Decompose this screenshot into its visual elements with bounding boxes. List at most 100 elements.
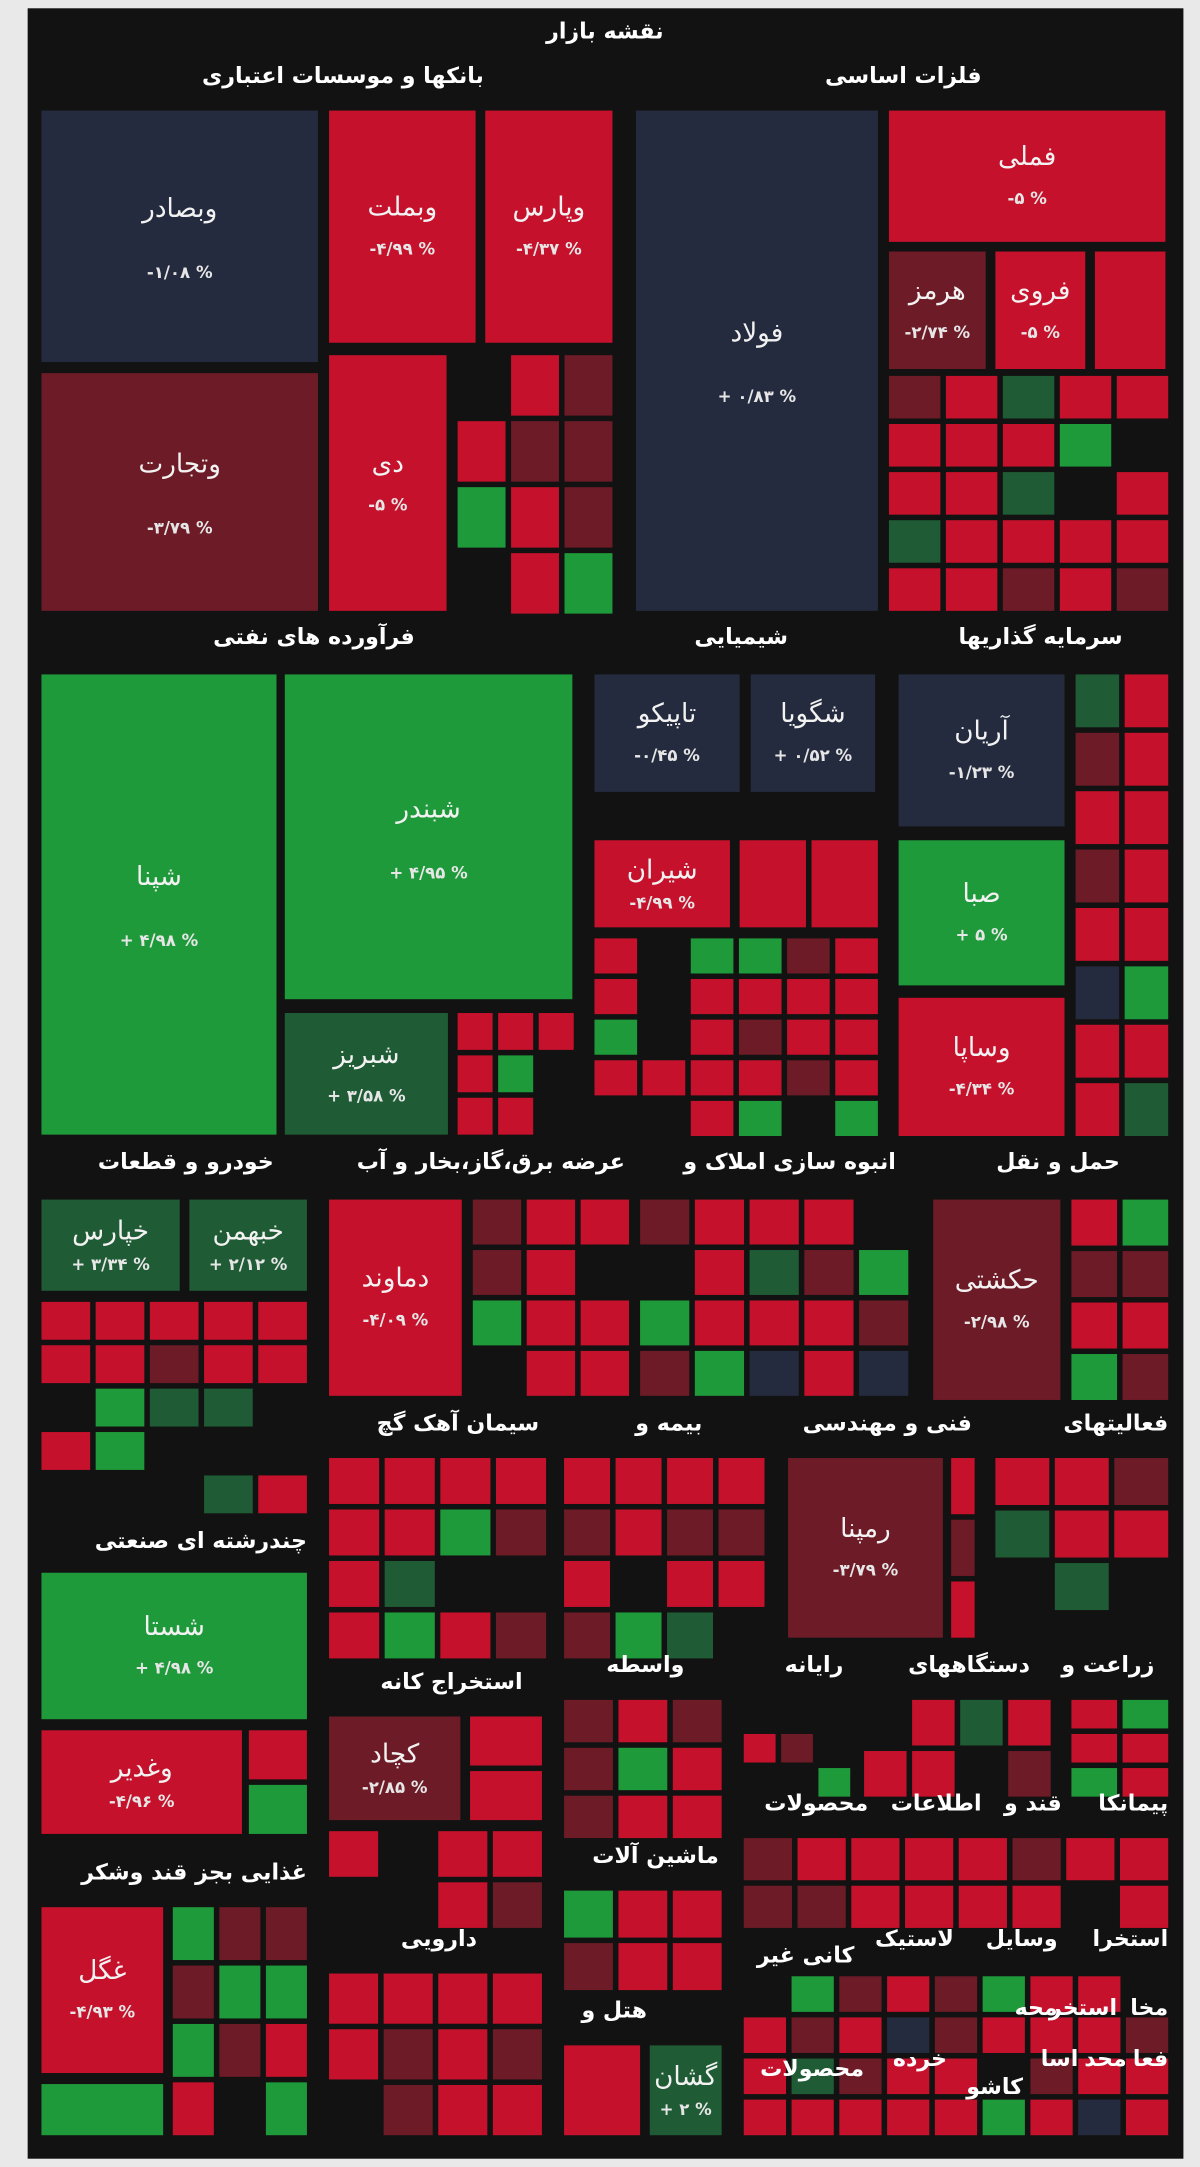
tile [618,1943,668,1991]
sector-header: رایانه [785,1652,844,1678]
tile [1122,1302,1169,1349]
tile [329,1560,380,1607]
tile [526,1250,576,1295]
stock-symbol: شبندر [394,794,460,824]
tile [1075,1083,1120,1137]
tile [788,1458,943,1638]
tile [189,1199,307,1291]
tile [41,1572,307,1720]
tile [1075,674,1120,728]
tile [1125,2058,1169,2095]
tile [1059,520,1112,563]
tile [1124,966,1169,1020]
stock-tile: وتجارت -۳/۷۹ % [41,373,318,611]
tile [1078,2058,1121,2095]
tile [1125,2017,1169,2053]
tile [564,2045,641,2136]
tile [265,1907,307,1961]
tile [672,1747,722,1791]
stock-change: -۵ % [1007,189,1047,208]
tile [538,1013,574,1050]
tile [791,2099,834,2136]
tile [1094,251,1166,369]
tile [749,1199,799,1245]
stock-symbol: رمپنا [840,1514,891,1544]
tile [787,1060,830,1096]
stock-tile: دی -۵ % [329,355,447,611]
stock-symbol: خبهمن [212,1217,283,1247]
stock-change: -۴/۳۷ % [516,239,582,258]
stock-tile: شگویا + ۰/۵۲ % [750,674,876,792]
tile [470,1716,542,1766]
tile [905,1885,954,1928]
stock-change: -۳/۷۹ % [833,1560,899,1579]
sector-header: سیمان آهک گچ [377,1408,540,1436]
stock-symbol: شپنا [136,862,182,892]
sector-header: واسطه [606,1652,684,1678]
tile [797,1885,846,1928]
tile [618,1795,668,1839]
stock-change: + ۳/۳۴ % [71,1255,150,1274]
tile [1008,1699,1051,1746]
tile [580,1300,630,1346]
tile [1075,1024,1120,1078]
tile [1075,907,1120,961]
tile [804,1199,854,1245]
tile [839,1976,882,2012]
sector-header: فلزات اساسی [825,63,982,89]
tile [615,1458,662,1504]
tile [384,1509,435,1556]
tile [172,2023,214,2077]
tile [1071,1354,1118,1400]
tile [738,1100,782,1137]
tile [594,674,740,792]
tile [1066,1838,1115,1881]
tile [329,1612,380,1659]
tile [1116,568,1169,611]
tile [694,1199,745,1245]
tile [41,1301,91,1340]
tile [672,1943,722,1991]
stock-change: + ۰/۵۲ % [774,746,853,765]
tile [672,1890,722,1938]
tile [1002,375,1055,419]
stock-tile: شپنا + ۴/۹۸ % [41,674,277,1135]
tile [1124,732,1169,786]
tile [219,1965,261,2019]
tile [635,110,878,611]
tile [1075,791,1120,845]
tile [743,1838,792,1881]
sector-header: بانکها و موسسات اعتباری [202,63,484,89]
tile [951,1581,975,1638]
stock-tile: وپارس -۴/۳۷ % [485,110,613,343]
tile [149,1388,199,1427]
sector-header: هتل و [580,1998,647,2024]
tile [1116,520,1169,563]
stock-tile: گشان + ۲ % [649,2045,722,2136]
tile [204,1345,253,1384]
tile [526,1350,576,1396]
stock-change: + ۴/۹۸ % [120,931,199,950]
tile [564,553,613,614]
stock-tile: فروی -۵ % [995,251,1086,369]
tile [440,1509,491,1556]
tile [791,2058,834,2095]
tile [1030,1976,1073,2012]
tile [1054,1458,1109,1506]
stock-tile: وبصادر -۱/۰۸ % [41,110,318,363]
tile [859,1350,909,1396]
tile [526,1300,576,1346]
tile [1122,1354,1169,1400]
tile [470,1771,542,1821]
stock-symbol: دی [372,449,404,479]
tile [1119,1885,1169,1928]
tile [204,1388,253,1427]
tile [835,1060,878,1096]
tile [912,1751,955,1797]
tile [172,2082,214,2136]
stock-symbol: دماوند [362,1264,430,1294]
stock-change: -۴/۹۳ % [69,2003,135,2022]
stock-symbol: فروی [1010,276,1070,306]
tile [1030,2058,1073,2095]
